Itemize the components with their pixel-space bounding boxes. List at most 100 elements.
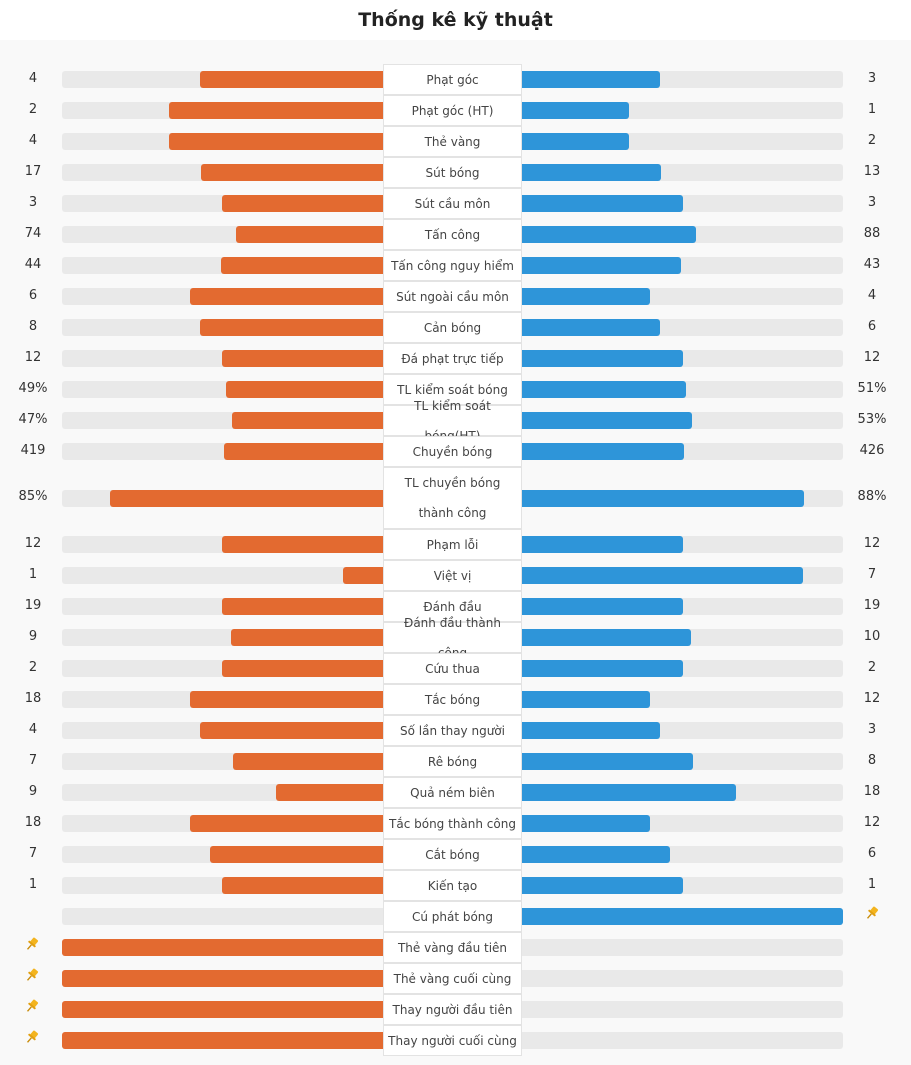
home-value: 85% — [18, 489, 48, 504]
home-value: 7 — [28, 752, 38, 768]
away-bar-track — [522, 660, 843, 677]
away-value: 7 — [867, 566, 877, 582]
home-bar-track — [62, 1001, 383, 1018]
away-bar — [522, 102, 629, 119]
away-bar-track — [522, 567, 843, 584]
away-value: 13 — [863, 163, 881, 179]
home-value: 4 — [28, 70, 38, 86]
home-bar-track — [62, 815, 383, 832]
home-value: 44 — [24, 256, 42, 272]
away-bar — [522, 753, 693, 770]
home-value: 1 — [28, 566, 38, 582]
stat-label: Chuyền bóng — [383, 436, 522, 467]
stat-label: TL kiểm soát bóng — [383, 374, 522, 405]
home-value: 4 — [28, 132, 38, 148]
stat-label: Kiến tạo — [383, 870, 522, 901]
pin-icon — [24, 967, 40, 983]
away-bar — [522, 691, 650, 708]
home-bar — [233, 753, 383, 770]
away-bar-track — [522, 443, 843, 460]
stat-label: Thẻ vàng — [383, 126, 522, 157]
home-bar — [169, 102, 383, 119]
home-bar-track — [62, 195, 383, 212]
away-bar — [522, 257, 681, 274]
away-bar — [522, 443, 684, 460]
page-title: Thống kê kỹ thuật — [358, 9, 553, 31]
away-bar-track — [522, 970, 843, 987]
home-value: 18 — [24, 814, 42, 830]
away-value: 18 — [863, 783, 881, 799]
away-value: 12 — [863, 690, 881, 706]
away-bar-track — [522, 691, 843, 708]
home-bar-track — [62, 226, 383, 243]
away-bar-track — [522, 102, 843, 119]
home-value: 3 — [28, 194, 38, 210]
home-bar — [190, 288, 383, 305]
home-value: 9 — [28, 628, 38, 644]
away-value: 2 — [867, 659, 877, 675]
away-bar-track — [522, 815, 843, 832]
home-bar-track — [62, 567, 383, 584]
away-bar — [522, 815, 650, 832]
home-bar — [190, 815, 383, 832]
home-bar — [169, 133, 383, 150]
away-bar — [522, 195, 683, 212]
stat-label: Tắc bóng — [383, 684, 522, 715]
home-bar — [276, 784, 383, 801]
home-bar-track — [62, 598, 383, 615]
away-bar-track — [522, 877, 843, 894]
stat-label: Thẻ vàng cuối cùng — [383, 963, 522, 994]
home-bar — [222, 877, 383, 894]
home-value: 2 — [28, 101, 38, 117]
home-value: 419 — [20, 442, 46, 458]
home-bar — [222, 195, 383, 212]
home-value: 17 — [24, 163, 42, 179]
stat-label: Sút cầu môn — [383, 188, 522, 219]
away-value: 53% — [857, 411, 887, 427]
home-bar-track — [62, 489, 383, 507]
home-value: 18 — [24, 690, 42, 706]
home-bar-track — [62, 443, 383, 460]
home-bar — [190, 691, 383, 708]
home-bar-track — [62, 939, 383, 956]
away-bar — [522, 319, 660, 336]
away-value: 6 — [867, 318, 877, 334]
home-value: 4 — [28, 721, 38, 737]
away-bar — [522, 722, 660, 739]
stat-label: Cú phát bóng — [383, 901, 522, 932]
home-bar-track — [62, 970, 383, 987]
home-bar-track — [62, 691, 383, 708]
away-value: 426 — [859, 442, 885, 458]
away-bar — [522, 629, 691, 646]
home-bar — [224, 443, 383, 460]
away-bar-track — [522, 412, 843, 429]
stat-label: TL kiểm soát bóng(HT) — [383, 399, 522, 443]
home-value: 2 — [28, 659, 38, 675]
home-bar-track — [62, 784, 383, 801]
home-bar — [62, 1032, 383, 1049]
away-value: 1 — [867, 876, 877, 892]
home-bar — [222, 350, 383, 367]
away-bar-track — [522, 288, 843, 305]
stat-label: Đá phạt trực tiếp — [383, 343, 522, 374]
away-bar — [522, 846, 670, 863]
home-bar-track — [62, 629, 383, 646]
home-bar-track — [62, 908, 383, 925]
away-bar-track — [522, 753, 843, 770]
home-bar-track — [62, 753, 383, 770]
stat-label: Phạt góc — [383, 64, 522, 95]
stat-label: Thay người đầu tiên — [383, 994, 522, 1025]
away-bar-track — [522, 164, 843, 181]
away-value: 2 — [867, 132, 877, 148]
home-value: 12 — [24, 535, 42, 551]
home-value: 47% — [18, 411, 48, 427]
home-value: 6 — [28, 287, 38, 303]
away-value: 3 — [867, 194, 877, 210]
home-bar-track — [62, 257, 383, 274]
away-value: 19 — [863, 597, 881, 613]
away-bar — [522, 536, 683, 553]
away-bar-track — [522, 319, 843, 336]
home-bar-track — [62, 164, 383, 181]
stat-label: Sút ngoài cầu môn — [383, 281, 522, 312]
